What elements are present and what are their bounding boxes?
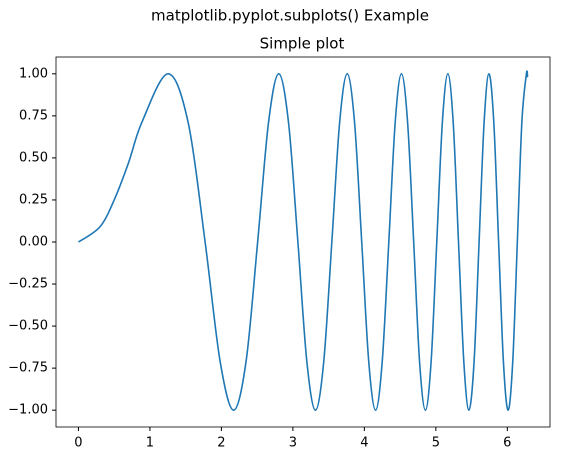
y-tick-label: −0.25 xyxy=(8,277,48,292)
x-tick-label: 6 xyxy=(503,436,511,451)
x-tick-label: 3 xyxy=(289,436,297,451)
y-tick-label: −0.75 xyxy=(8,361,48,376)
chart-title: Simple plot xyxy=(260,35,345,53)
y-tick-label: −1.00 xyxy=(8,403,48,418)
x-tick-label: 4 xyxy=(360,436,368,451)
x-tick-label: 1 xyxy=(146,436,154,451)
plot-frame xyxy=(55,56,551,428)
y-tick-label: 1.00 xyxy=(19,66,48,81)
y-tick-label: 0.00 xyxy=(19,235,48,250)
suptitle: matplotlib.pyplot.subplots() Example xyxy=(151,7,429,25)
line xyxy=(77,70,529,411)
y-tick-label: 0.75 xyxy=(19,108,48,123)
x-tick-label: 0 xyxy=(74,436,82,451)
y-tick-label: 0.50 xyxy=(19,150,48,165)
y-tick-label: −0.50 xyxy=(8,319,48,334)
x-tick-label: 5 xyxy=(432,436,440,451)
x-tick-label: 2 xyxy=(217,436,225,451)
y-tick-label: 0.25 xyxy=(19,192,48,207)
